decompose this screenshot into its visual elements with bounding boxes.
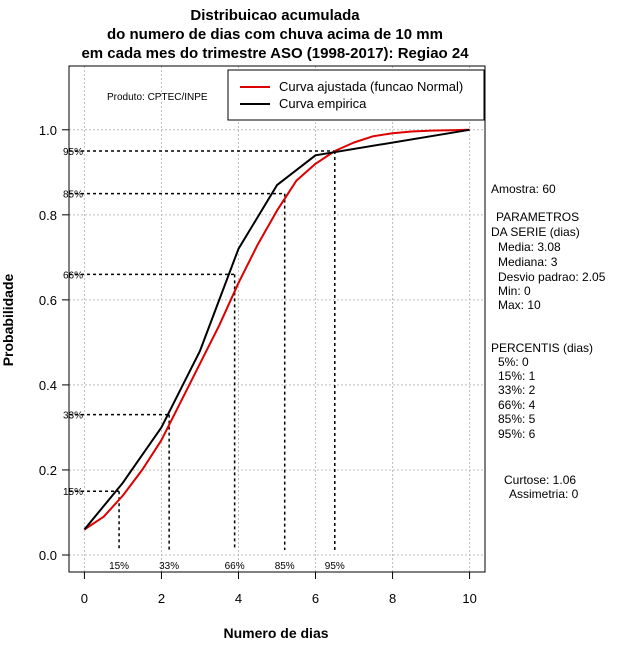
y-axis-label: Probabilidade (0, 274, 16, 367)
param-mediana: Mediana: 3 (498, 255, 558, 269)
y-tick-label-2: 0.4 (39, 378, 57, 393)
grid (69, 66, 485, 572)
x-tick-label-3: 6 (312, 591, 319, 606)
param-max: Max: 10 (498, 298, 541, 312)
x-axis: 0 2 4 6 8 10 (81, 572, 477, 606)
series-line-1 (83, 128, 470, 531)
side-panel: Amostra: 60 PARAMETROS DA SERIE (dias) M… (491, 182, 606, 501)
chart-title-line-3: em cada mes do trimestre ASO (1998-2017)… (81, 45, 469, 62)
percentil-5: 5%: 0 (498, 355, 529, 369)
x-axis-label: Numero de dias (223, 625, 328, 641)
series-line-0 (83, 128, 470, 531)
x-tick-label-0: 0 (81, 591, 88, 606)
percentil-15: 15%: 1 (498, 369, 536, 383)
y-tick-label-0: 0.0 (39, 548, 57, 563)
plot-border (68, 65, 486, 573)
percentis-title: PERCENTIS (dias) (491, 341, 593, 355)
percentile-label-left-2: 66% (63, 270, 83, 281)
percentile-label-bottom-2: 66% (225, 561, 245, 572)
params-title-2: DA SERIE (dias) (491, 225, 580, 239)
percentile-guides: 15% 15% 33% 33% 66% 66% 85% 85% 95% 95% (63, 147, 345, 572)
percentil-85: 85%: 5 (498, 412, 536, 426)
percentile-label-left-0: 15% (63, 487, 83, 498)
percentile-label-bottom-1: 33% (159, 561, 179, 572)
percentile-label-bottom-3: 85% (275, 561, 295, 572)
y-tick-label-4: 0.8 (39, 208, 57, 223)
percentil-33: 33%: 2 (498, 383, 536, 397)
param-min: Min: 0 (498, 284, 531, 298)
legend-label-empirical: Curva empirica (279, 96, 367, 111)
x-tick-label-5: 10 (462, 591, 476, 606)
percentil-95: 95%: 6 (498, 427, 536, 441)
legend-box (227, 69, 485, 121)
series-lines (83, 128, 470, 531)
x-tick-label-1: 2 (158, 591, 165, 606)
chart-title-line-1: Distribuicao acumulada (190, 7, 360, 24)
y-axis: 0.0 0.2 0.4 0.6 0.8 1.0 (39, 123, 69, 563)
percentile-label-bottom-4: 95% (325, 561, 345, 572)
chart-title-line-2: do numero de dias com chuva acima de 10 … (107, 26, 443, 43)
param-media: Media: 3.08 (498, 240, 561, 254)
percentile-label-left-4: 95% (63, 147, 83, 158)
percentil-66: 66%: 4 (498, 398, 536, 412)
sample-size: Amostra: 60 (491, 182, 556, 196)
param-desvio: Desvio padrao: 2.05 (498, 270, 606, 284)
percentile-label-left-3: 85% (63, 190, 83, 201)
legend-label-fitted: Curva ajustada (funcao Normal) (279, 79, 463, 94)
percentile-label-left-1: 33% (63, 411, 83, 422)
params-title-1: PARAMETROS (496, 210, 579, 224)
legend: Curva ajustada (funcao Normal) Curva emp… (227, 69, 485, 121)
y-tick-label-5: 1.0 (39, 123, 57, 138)
y-tick-label-3: 0.6 (39, 293, 57, 308)
producer-note: Produto: CPTEC/INPE (107, 92, 208, 103)
assimetria: Assimetria: 0 (509, 487, 579, 501)
percentile-label-bottom-0: 15% (109, 561, 129, 572)
x-tick-label-2: 4 (235, 591, 242, 606)
x-tick-label-4: 8 (389, 591, 396, 606)
y-tick-label-1: 0.2 (39, 463, 57, 478)
curtose: Curtose: 1.06 (504, 473, 576, 487)
